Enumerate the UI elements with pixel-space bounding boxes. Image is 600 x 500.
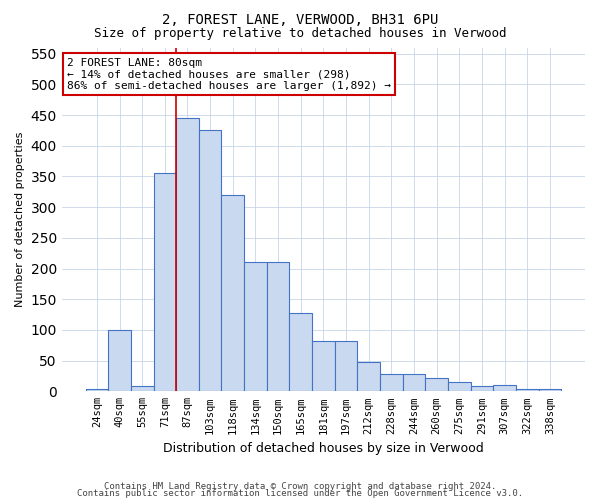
Text: 2 FOREST LANE: 80sqm
← 14% of detached houses are smaller (298)
86% of semi-deta: 2 FOREST LANE: 80sqm ← 14% of detached h… bbox=[67, 58, 391, 91]
Bar bbox=[403, 374, 425, 392]
Bar bbox=[448, 382, 470, 392]
Bar bbox=[108, 330, 131, 392]
Bar bbox=[335, 341, 358, 392]
Bar bbox=[154, 174, 176, 392]
Bar bbox=[176, 118, 199, 392]
Bar bbox=[244, 262, 267, 392]
Bar bbox=[289, 312, 312, 392]
X-axis label: Distribution of detached houses by size in Verwood: Distribution of detached houses by size … bbox=[163, 442, 484, 455]
Y-axis label: Number of detached properties: Number of detached properties bbox=[15, 132, 25, 307]
Bar bbox=[358, 362, 380, 392]
Bar bbox=[493, 385, 516, 392]
Bar bbox=[380, 374, 403, 392]
Bar bbox=[516, 390, 539, 392]
Bar bbox=[470, 386, 493, 392]
Bar bbox=[539, 390, 561, 392]
Text: Contains public sector information licensed under the Open Government Licence v3: Contains public sector information licen… bbox=[77, 490, 523, 498]
Bar bbox=[312, 341, 335, 392]
Bar bbox=[86, 390, 108, 392]
Bar bbox=[267, 262, 289, 392]
Text: Size of property relative to detached houses in Verwood: Size of property relative to detached ho… bbox=[94, 28, 506, 40]
Bar bbox=[131, 386, 154, 392]
Text: Contains HM Land Registry data © Crown copyright and database right 2024.: Contains HM Land Registry data © Crown c… bbox=[104, 482, 496, 491]
Bar bbox=[199, 130, 221, 392]
Bar bbox=[425, 378, 448, 392]
Text: 2, FOREST LANE, VERWOOD, BH31 6PU: 2, FOREST LANE, VERWOOD, BH31 6PU bbox=[162, 12, 438, 26]
Bar bbox=[221, 195, 244, 392]
